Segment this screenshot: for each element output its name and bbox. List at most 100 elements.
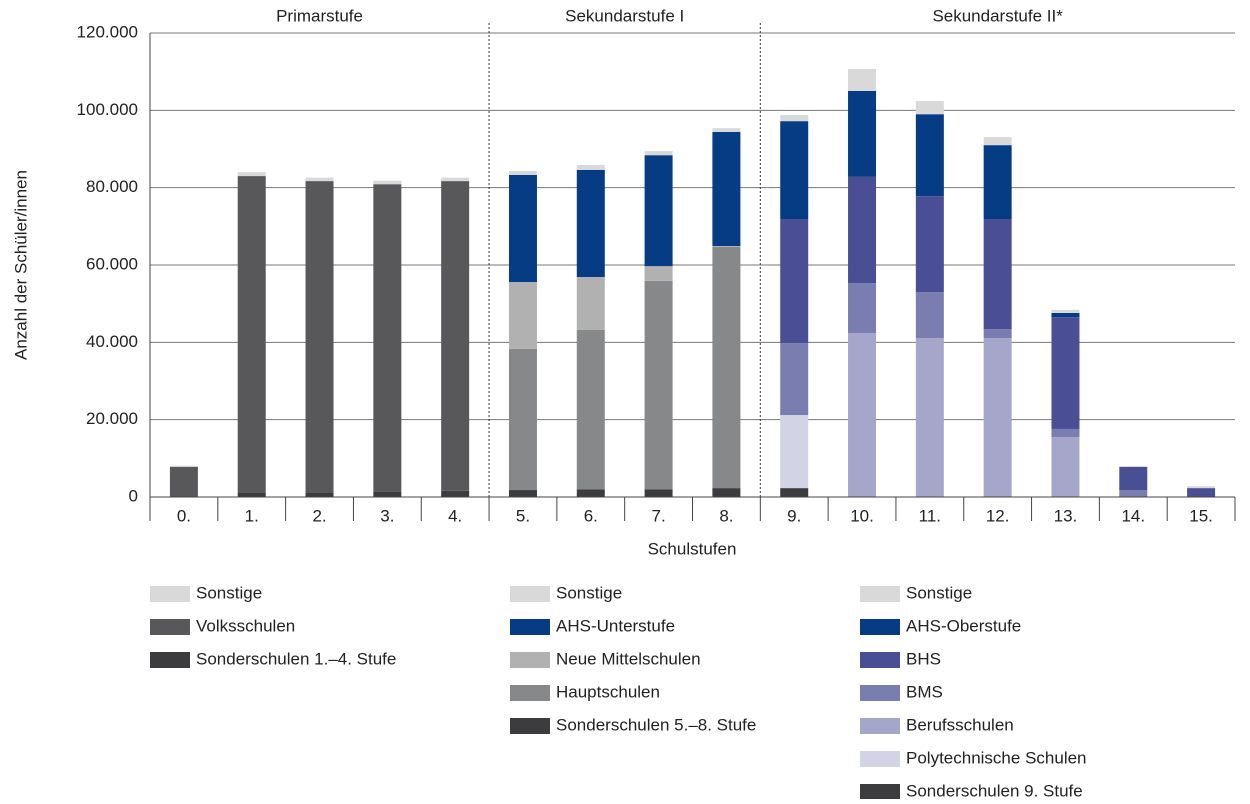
bar-segment [1187, 488, 1216, 497]
legend-label: Neue Mittelschulen [556, 649, 701, 668]
bar-segment [576, 169, 605, 277]
x-tick-label: 15. [1189, 506, 1213, 525]
section-title: Primarstufe [276, 6, 363, 25]
legend-label: Polytechnische Schulen [906, 748, 1087, 767]
bar-segment [983, 137, 1012, 146]
bar-segment [1051, 317, 1080, 429]
x-tick-label: 1. [245, 506, 259, 525]
y-tick-label: 60.000 [86, 254, 138, 273]
x-tick-label: 7. [652, 506, 666, 525]
section-title: Sekundarstufe I [565, 6, 684, 25]
legend-swatch [510, 718, 550, 734]
x-tick-label: 0. [177, 506, 191, 525]
bar-segment [644, 280, 673, 490]
bar-segment [508, 282, 537, 349]
legend-label: Sonderschulen 5.–8. Stufe [556, 715, 756, 734]
bar-segment [983, 218, 1012, 330]
bar-segment [780, 343, 809, 416]
legend-label: Hauptschulen [556, 682, 660, 701]
x-tick-label: 12. [986, 506, 1010, 525]
bar-segment [441, 181, 470, 491]
y-tick-label: 20.000 [86, 409, 138, 428]
bar-segment [983, 338, 1012, 497]
x-tick-label: 3. [380, 506, 394, 525]
legend-swatch [860, 751, 900, 767]
legend-swatch [510, 685, 550, 701]
x-tick-label: 14. [1121, 506, 1145, 525]
bar-segment [1119, 466, 1148, 467]
bar-segment [780, 114, 809, 122]
bar-segment [305, 177, 334, 182]
bar-segment [848, 68, 877, 91]
bar-segment [712, 131, 741, 247]
legend-label: Sonstige [556, 583, 622, 602]
bar-segment [848, 283, 877, 334]
bar-segment [848, 333, 877, 497]
legend-swatch [150, 586, 190, 602]
x-tick-label: 4. [448, 506, 462, 525]
x-tick-label: 8. [719, 506, 733, 525]
bar-segment [848, 91, 877, 177]
bar-segment [169, 465, 198, 467]
bar-segment [848, 176, 877, 284]
x-tick-label: 13. [1054, 506, 1078, 525]
bar-segment [576, 489, 605, 497]
bar-segment [237, 172, 266, 177]
bar-segment [237, 492, 266, 497]
bar-segment [983, 329, 1012, 339]
bar-segment [712, 246, 741, 247]
bar-segment [780, 218, 809, 344]
legend-label: AHS-Oberstufe [906, 616, 1021, 635]
bar-segment [441, 177, 470, 182]
bar-segment [305, 492, 334, 497]
x-axis-label: Schulstufen [648, 539, 737, 558]
bar-segment [237, 176, 266, 493]
bar-segment [373, 180, 402, 185]
legend-swatch [510, 586, 550, 602]
bar-segment [508, 171, 537, 175]
section-title: Sekundarstufe II* [932, 6, 1063, 25]
bar-segment [915, 196, 944, 293]
bar-segment [644, 266, 673, 281]
bar-segment [1051, 437, 1080, 497]
bar-segment [576, 164, 605, 170]
bar-segment [169, 466, 198, 497]
bar-segment [915, 101, 944, 115]
bar-segment [508, 490, 537, 497]
bar-segment [780, 488, 809, 497]
bar-segment [644, 489, 673, 497]
bar-segment [712, 488, 741, 497]
legend-swatch [860, 685, 900, 701]
legend-label: Sonstige [196, 583, 262, 602]
legend-label: BMS [906, 682, 943, 701]
bar-segment [915, 292, 944, 339]
x-tick-label: 6. [584, 506, 598, 525]
legend-swatch [510, 619, 550, 635]
legend-label: AHS-Unterstufe [556, 616, 675, 635]
legend-label: Berufsschulen [906, 715, 1014, 734]
legend-swatch [860, 652, 900, 668]
bar-segment [508, 348, 537, 491]
bar-segment [441, 490, 470, 497]
legend-swatch [510, 652, 550, 668]
legend-label: BHS [906, 649, 941, 668]
y-tick-label: 40.000 [86, 332, 138, 351]
x-tick-label: 5. [516, 506, 530, 525]
bar-segment [712, 246, 741, 489]
bar-segment [508, 174, 537, 283]
legend-swatch [860, 586, 900, 602]
legend-label: Volksschulen [196, 616, 295, 635]
bar-segment [1051, 309, 1080, 313]
bar-segment [1119, 466, 1148, 491]
bar-segment [576, 276, 605, 330]
x-tick-label: 2. [312, 506, 326, 525]
y-tick-label: 120.000 [77, 22, 138, 41]
bar-segment [915, 114, 944, 197]
x-tick-label: 10. [850, 506, 874, 525]
bar-segment [1119, 490, 1148, 497]
legend-label: Sonderschulen 9. Stufe [906, 781, 1083, 799]
y-tick-label: 80.000 [86, 177, 138, 196]
legend-swatch [860, 718, 900, 734]
bar-segment [1051, 428, 1080, 438]
